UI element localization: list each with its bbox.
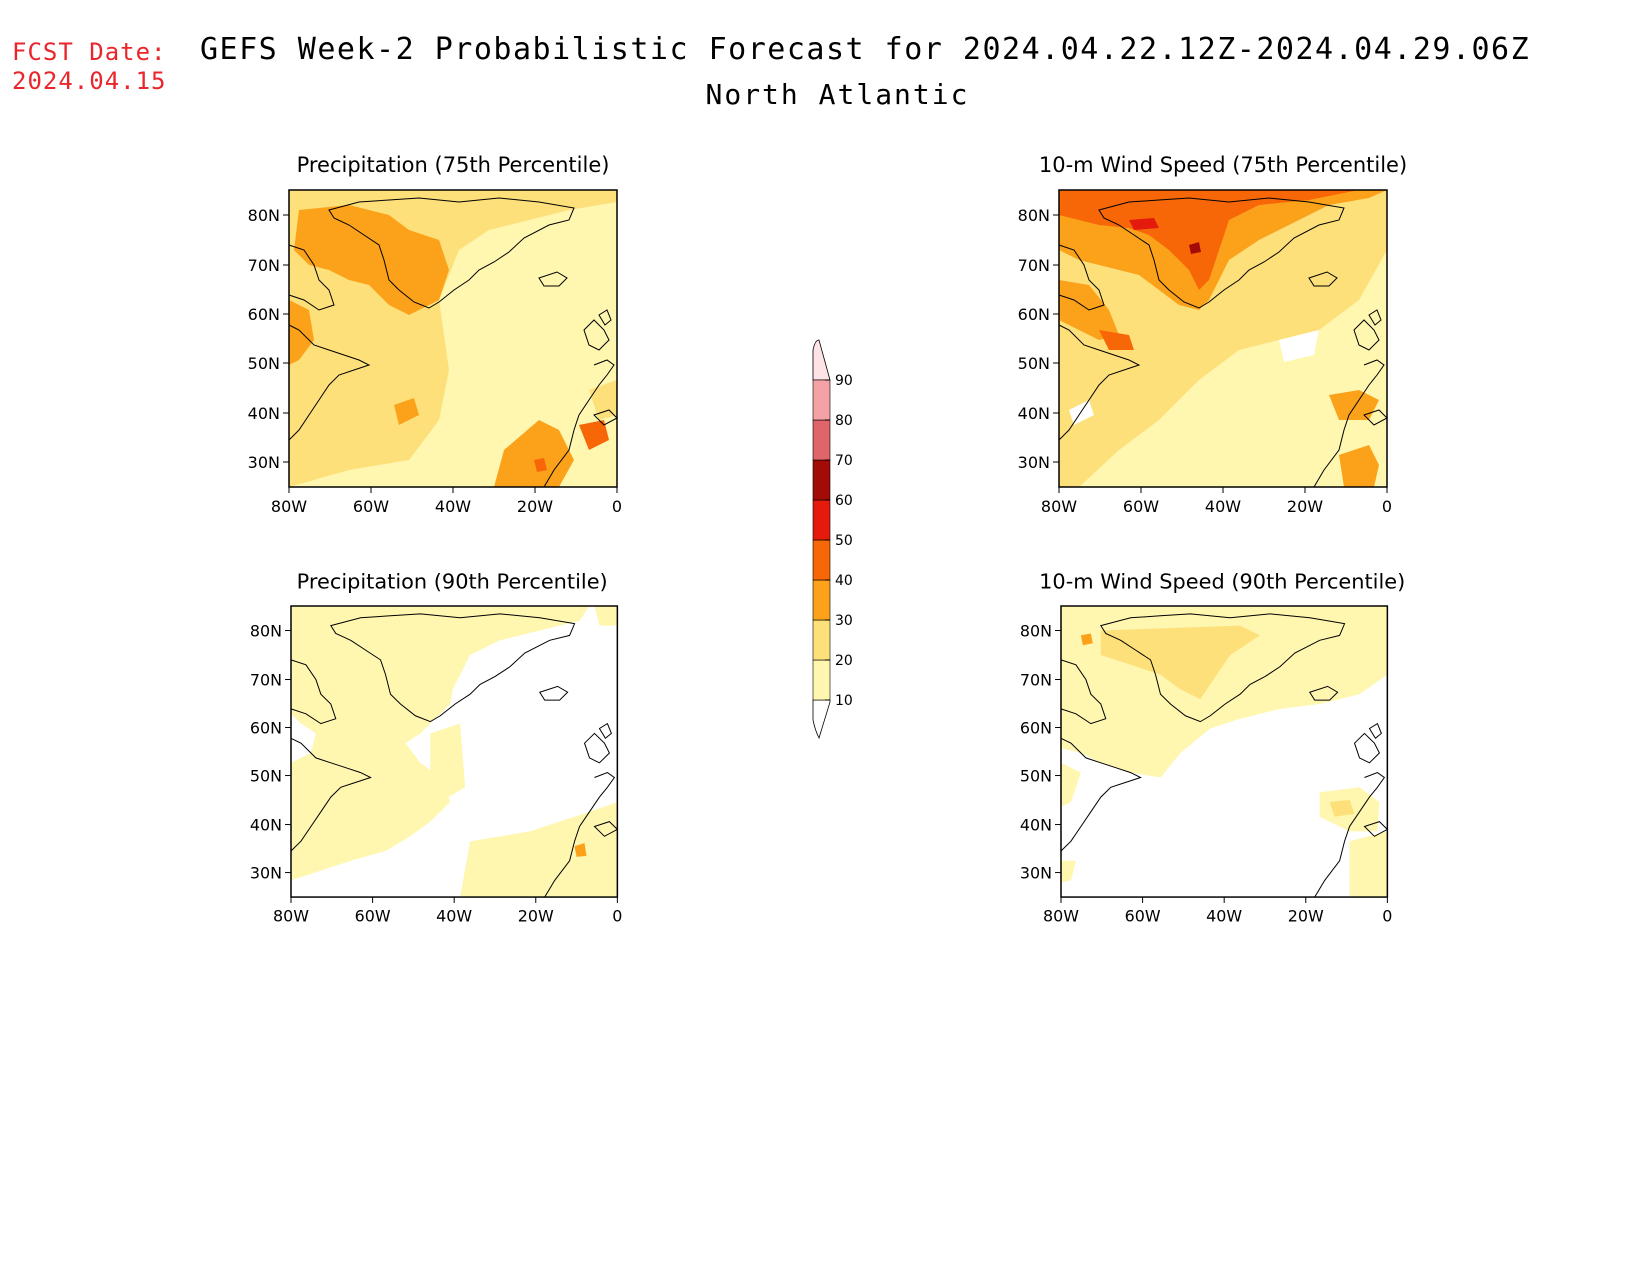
lat-tick-label: 50N [1020, 767, 1052, 786]
colorbar-level-label: 40 [835, 573, 853, 589]
lat-tick-label: 40N [1018, 404, 1050, 423]
colorbar-swatches [812, 379, 831, 701]
lat-tick-label: 70N [248, 256, 280, 275]
lat-axis: 80N 70N 60N 50N 40N 30N [248, 206, 289, 472]
colorbar-level-label: 30 [835, 613, 853, 629]
region-subtitle: North Atlantic [705, 78, 970, 111]
lat-tick-label: 70N [1020, 670, 1052, 689]
lat-tick-label: 50N [250, 767, 282, 786]
panel-title: 10-m Wind Speed (90th Percentile) [1039, 570, 1405, 594]
forecast-date-block: FCST Date: 2024.04.15 [12, 38, 167, 96]
page-title: GEFS Week-2 Probabilistic Forecast for 2… [200, 32, 1531, 67]
panel-precip-75: Precipitation (75th Percentile) 80N [248, 153, 622, 516]
lon-axis: 80W 60W 40W 20W 0 [1043, 897, 1392, 926]
coastlines [290, 613, 619, 898]
wind-75-field [1059, 190, 1387, 487]
lat-axis: 80N 70N 60N 50N 40N 30N [1018, 206, 1059, 472]
lat-tick-label: 60N [250, 719, 282, 738]
lon-tick-label: 20W [518, 907, 554, 926]
lat-tick-label: 60N [1018, 305, 1050, 324]
colorbar-swatch [812, 459, 831, 501]
lon-tick-label: 40W [436, 907, 472, 926]
colorbar-level-label: 60 [835, 493, 853, 509]
lat-axis: 80N 70N 60N 50N 40N 30N [250, 621, 291, 882]
forecast-date-label: FCST Date: [12, 38, 167, 66]
coastlines [288, 197, 618, 488]
lat-tick-label: 40N [248, 404, 280, 423]
colorbar-level-label: 20 [835, 653, 853, 669]
lon-tick-label: 40W [1206, 907, 1242, 926]
colorbar-level-label: 80 [835, 413, 853, 429]
coastlines [1058, 197, 1388, 488]
lon-tick-label: 20W [517, 497, 553, 516]
lat-tick-label: 60N [248, 305, 280, 324]
lon-axis: 80W 60W 40W 20W 0 [273, 897, 622, 926]
colorbar-swatch [812, 419, 831, 461]
colorbar-top-cap [812, 339, 831, 381]
lon-tick-label: 0 [1382, 907, 1392, 926]
colorbar: 10 20 30 40 50 60 70 80 90 [812, 339, 853, 740]
lon-tick-label: 0 [1382, 497, 1392, 516]
lon-tick-label: 20W [1288, 907, 1324, 926]
colorbar-swatch [812, 499, 831, 541]
lon-tick-label: 20W [1287, 497, 1323, 516]
panel-wind-75: 10-m Wind Speed (75th Percentile) [1018, 153, 1407, 516]
lat-axis: 80N 70N 60N 50N 40N 30N [1020, 621, 1061, 882]
colorbar-swatch [812, 379, 831, 421]
lon-tick-label: 80W [1043, 907, 1079, 926]
colorbar-level-label: 50 [835, 533, 853, 549]
lat-tick-label: 70N [1018, 256, 1050, 275]
precip-90-field [291, 606, 618, 898]
panel-title: Precipitation (90th Percentile) [297, 570, 608, 594]
lat-tick-label: 40N [250, 816, 282, 835]
colorbar-level-label: 70 [835, 453, 853, 469]
lon-tick-label: 60W [353, 497, 389, 516]
panel-wind-90: 10-m Wind Speed (90th Percentile) [1020, 570, 1405, 926]
lon-tick-label: 0 [612, 907, 622, 926]
wind-90-field [1061, 606, 1388, 898]
lon-axis: 80W 60W 40W 20W 0 [271, 487, 622, 516]
panel-title: Precipitation (75th Percentile) [297, 153, 610, 177]
lon-tick-label: 80W [1041, 497, 1077, 516]
panel-title: 10-m Wind Speed (75th Percentile) [1039, 153, 1407, 177]
colorbar-swatch [812, 619, 831, 661]
lat-tick-label: 30N [248, 453, 280, 472]
lat-tick-label: 50N [248, 354, 280, 373]
precip-75-field [289, 190, 617, 487]
colorbar-swatch [812, 579, 831, 621]
lat-tick-label: 80N [250, 621, 282, 640]
lon-tick-label: 60W [355, 907, 391, 926]
lon-tick-label: 40W [435, 497, 471, 516]
lat-tick-label: 70N [250, 670, 282, 689]
lon-tick-label: 80W [271, 497, 307, 516]
colorbar-level-label: 10 [835, 693, 853, 709]
coastlines [1060, 613, 1389, 898]
lon-tick-label: 60W [1123, 497, 1159, 516]
colorbar-labels: 10 20 30 40 50 60 70 80 90 [825, 373, 853, 709]
lat-tick-label: 50N [1018, 354, 1050, 373]
lon-axis: 80W 60W 40W 20W 0 [1041, 487, 1392, 516]
lon-tick-label: 60W [1125, 907, 1161, 926]
lon-tick-label: 0 [612, 497, 622, 516]
colorbar-swatch [812, 539, 831, 581]
lat-tick-label: 80N [1018, 206, 1050, 225]
lat-tick-label: 30N [1020, 864, 1052, 883]
colorbar-swatch [812, 659, 831, 701]
forecast-date-value: 2024.04.15 [12, 67, 167, 95]
lat-tick-label: 30N [1018, 453, 1050, 472]
lon-tick-label: 80W [273, 907, 309, 926]
panel-precip-90: Precipitation (90th Percentile) 80N 70N … [250, 570, 623, 926]
colorbar-bottom-cap [812, 699, 831, 740]
lat-tick-label: 80N [1020, 621, 1052, 640]
lat-tick-label: 80N [248, 206, 280, 225]
lat-tick-label: 30N [250, 864, 282, 883]
colorbar-level-label: 90 [835, 373, 853, 389]
lat-tick-label: 60N [1020, 719, 1052, 738]
lat-tick-label: 40N [1020, 816, 1052, 835]
lon-tick-label: 40W [1205, 497, 1241, 516]
